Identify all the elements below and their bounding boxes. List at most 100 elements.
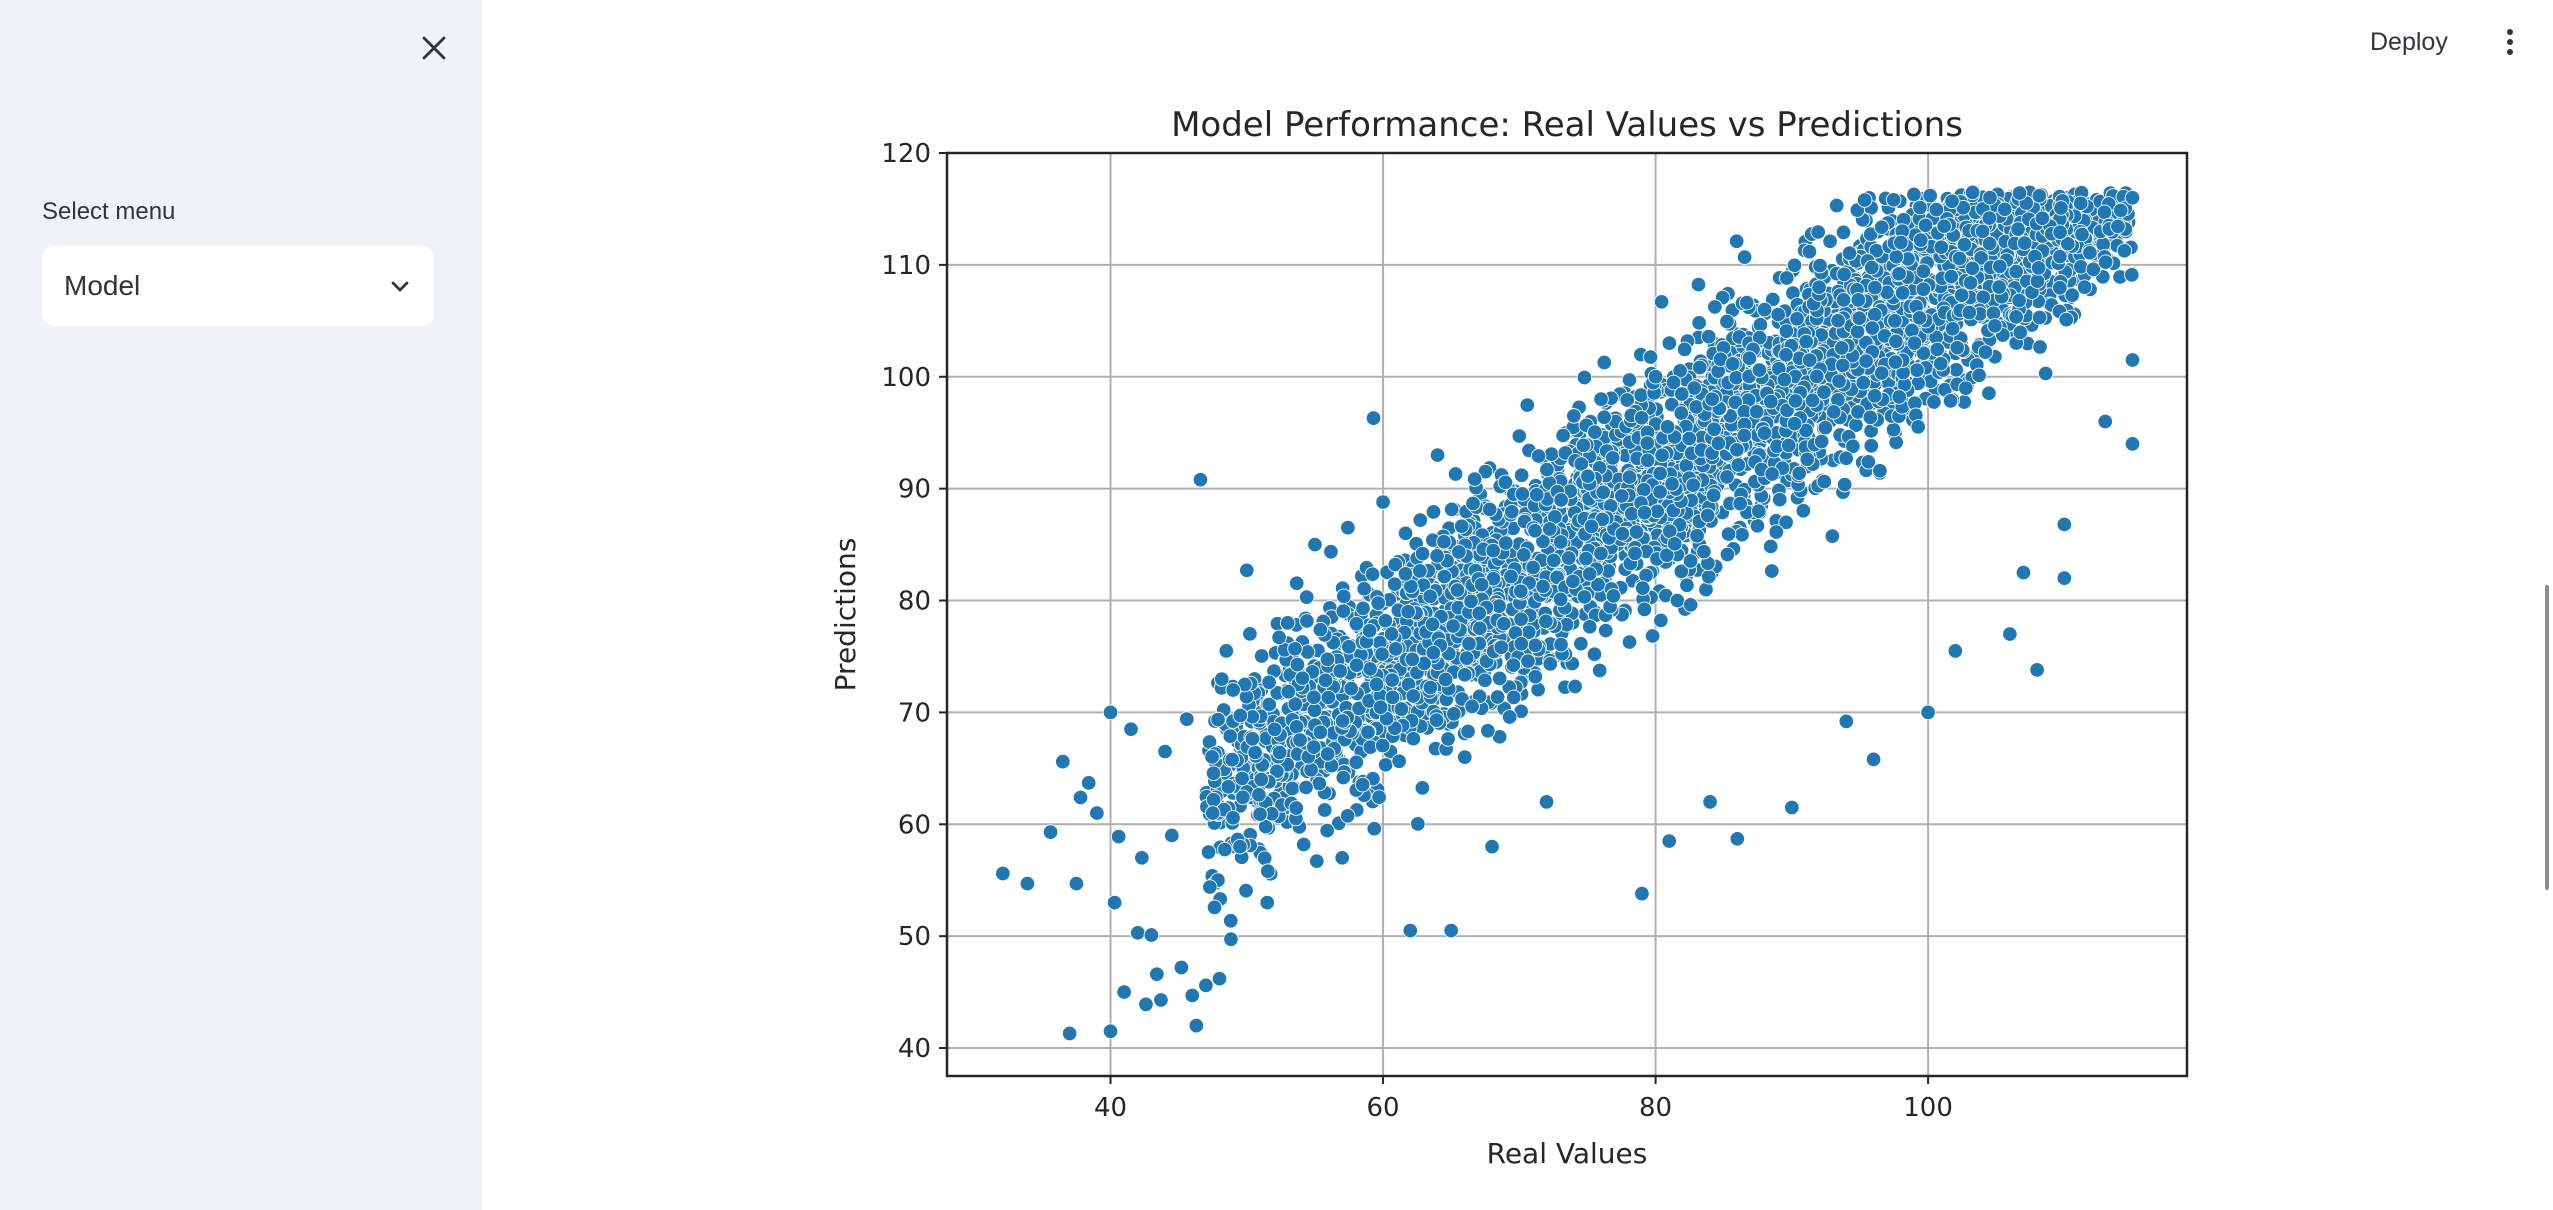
data-point	[1831, 373, 1847, 389]
data-point	[1867, 279, 1883, 296]
data-point	[1576, 589, 1593, 605]
data-point	[2032, 339, 2048, 355]
plot-frame	[945, 151, 2189, 1078]
data-point	[1428, 712, 1445, 728]
data-point	[1383, 626, 1400, 642]
data-point	[1184, 987, 1201, 1004]
data-point	[1700, 328, 1717, 345]
data-point	[1446, 706, 1462, 722]
data-point	[1239, 562, 1255, 579]
data-point	[1520, 653, 1536, 669]
data-point	[1929, 341, 1946, 358]
deploy-button[interactable]: Deploy	[2370, 27, 2448, 56]
data-point	[2030, 260, 2047, 276]
data-point	[2097, 413, 2113, 430]
data-point	[1200, 844, 1217, 860]
data-point	[1887, 313, 1903, 329]
y-tick-label: 90	[898, 475, 931, 505]
data-point	[1679, 577, 1695, 594]
data-point	[1849, 323, 1866, 340]
data-point	[1864, 320, 1881, 336]
data-point	[1319, 746, 1336, 762]
data-point	[1904, 322, 1920, 339]
main-menu-button[interactable]	[2488, 18, 2532, 66]
data-point	[1205, 765, 1222, 782]
data-point	[1365, 410, 1382, 426]
data-point	[1497, 474, 1514, 491]
data-point	[2037, 365, 2054, 382]
data-point	[1312, 621, 1329, 638]
data-point	[1639, 435, 1656, 451]
close-icon	[422, 36, 446, 60]
data-point	[1453, 518, 1470, 534]
data-point	[1222, 728, 1239, 744]
data-point	[1573, 635, 1589, 652]
data-point	[1778, 347, 1794, 363]
data-point	[1244, 730, 1261, 747]
data-point	[1343, 680, 1359, 697]
data-point	[1116, 984, 1132, 1000]
data-point	[1973, 250, 1989, 266]
data-point	[2011, 185, 2028, 201]
data-point	[1786, 415, 1803, 432]
data-point	[2015, 564, 2032, 581]
data-point	[1863, 438, 1880, 454]
data-point	[1855, 375, 1872, 391]
data-point	[1261, 674, 1277, 691]
data-point	[1460, 723, 1476, 740]
data-point	[1573, 456, 1589, 472]
data-point	[1279, 615, 1296, 631]
data-point	[1634, 885, 1650, 902]
data-point	[1461, 635, 1477, 652]
data-point	[1481, 501, 1498, 518]
data-point	[1856, 192, 1873, 208]
data-point	[1628, 524, 1645, 540]
data-point	[1729, 442, 1745, 458]
data-point	[1316, 802, 1333, 818]
data-point	[1546, 552, 1562, 569]
data-point	[1384, 689, 1401, 706]
data-point	[1948, 362, 1964, 378]
data-point	[1862, 226, 1879, 242]
data-point	[1143, 927, 1160, 943]
data-point	[1412, 512, 1429, 528]
data-point	[1652, 484, 1668, 500]
data-point	[1232, 838, 1248, 855]
data-point	[1323, 543, 1339, 560]
vertical-scrollbar[interactable]	[2545, 585, 2549, 890]
data-point	[1368, 676, 1385, 693]
data-point	[1222, 913, 1239, 929]
data-point	[1947, 643, 1964, 659]
close-sidebar-button[interactable]	[412, 26, 456, 70]
y-axis-label: Predictions	[829, 538, 862, 692]
data-point	[1719, 313, 1735, 330]
data-point	[1443, 501, 1460, 518]
data-point	[1836, 476, 1853, 493]
data-point	[1830, 312, 1846, 329]
data-point	[2012, 324, 2029, 341]
data-point	[1280, 683, 1297, 700]
data-point	[1312, 724, 1329, 741]
data-point	[1348, 657, 1365, 673]
data-point	[1705, 487, 1722, 504]
data-point	[1933, 355, 1949, 372]
data-point	[1696, 543, 1712, 560]
data-point	[1458, 650, 1475, 666]
menu-select[interactable]: Model	[42, 246, 434, 326]
data-point	[1425, 504, 1442, 520]
data-point	[1371, 789, 1387, 805]
data-point	[2002, 626, 2018, 642]
data-point	[1949, 339, 1966, 356]
data-point	[1768, 524, 1785, 540]
data-point	[1541, 521, 1558, 537]
data-point	[1636, 481, 1652, 498]
data-point	[1042, 824, 1059, 840]
data-point	[1425, 644, 1442, 661]
data-point	[2085, 261, 2102, 278]
data-point	[1786, 257, 1803, 274]
vertical-dots-icon	[2507, 29, 2513, 55]
data-point	[1833, 340, 1850, 356]
x-tick-label: 80	[1639, 1093, 1672, 1123]
data-point	[1496, 615, 1512, 632]
